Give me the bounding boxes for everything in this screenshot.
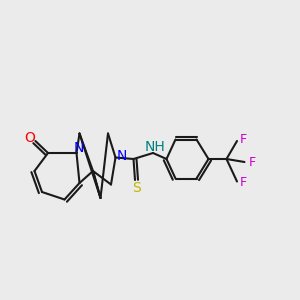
Text: F: F [248, 155, 256, 169]
Text: F: F [240, 133, 247, 146]
Text: N: N [74, 142, 84, 155]
Text: S: S [132, 181, 141, 194]
Text: NH: NH [144, 140, 165, 154]
Text: F: F [240, 176, 247, 190]
Text: N: N [116, 149, 127, 163]
Text: O: O [24, 131, 35, 145]
